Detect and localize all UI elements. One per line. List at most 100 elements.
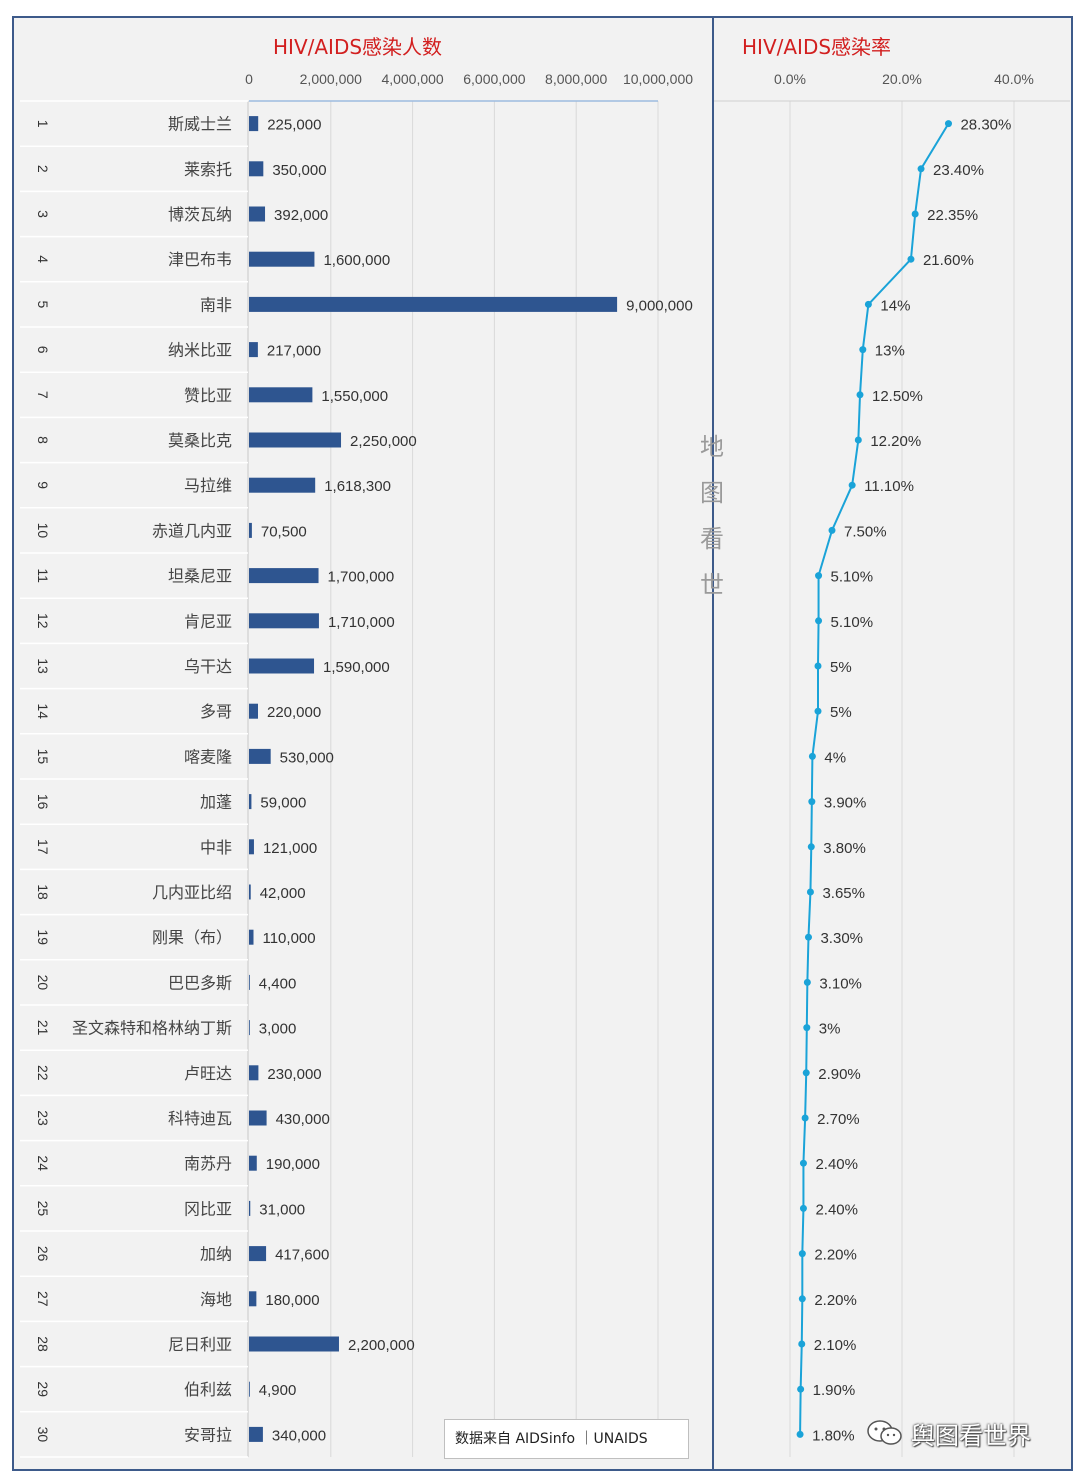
bar [249,1426,263,1442]
rate-data-label: 2.70% [817,1111,860,1128]
rank-label: 30 [35,1427,51,1443]
wechat-icon [867,1420,902,1445]
category-label: 赤道几内亚 [152,521,232,540]
rate-point [815,617,823,625]
rank-label: 17 [35,839,51,855]
bar-data-label: 417,600 [275,1247,329,1264]
rank-label: 11 [35,568,51,583]
category-label: 乌干达 [184,657,232,676]
bar-data-label: 430,000 [276,1111,330,1128]
rate-point [848,481,856,489]
rank-label: 21 [35,1020,51,1036]
rate-data-label: 2.20% [814,1292,857,1309]
rate-data-label: 2.90% [818,1066,861,1083]
rank-label: 8 [35,436,51,444]
rate-point [803,1024,811,1032]
watermark-char: 世 [700,571,724,599]
rate-data-label: 3.90% [824,795,867,812]
bar-data-label: 110,000 [262,930,315,947]
rate-point [864,300,872,308]
rate-data-label: 5% [830,704,852,721]
rate-point [917,165,925,173]
category-label: 几内亚比绍 [152,883,232,902]
rate-point [808,752,816,760]
rate-data-label: 2.10% [814,1337,857,1354]
source-note: 数据来自 AIDSinfo ｜UNAIDS [444,1419,689,1459]
rate-data-label: 21.60% [923,252,974,269]
rank-label: 2 [35,165,51,173]
rank-label: 9 [35,481,51,489]
bar-data-label: 350,000 [272,162,326,179]
category-label: 尼日利亚 [168,1335,232,1354]
bar-data-label: 42,000 [260,885,306,902]
bar-data-label: 340,000 [272,1427,326,1444]
rank-label: 18 [35,884,51,900]
rate-data-label: 5.10% [831,614,874,631]
bar [249,1336,339,1352]
bar [249,613,319,629]
rate-point [815,572,823,580]
rate-data-label: 11.10% [864,478,914,495]
category-label: 坦桑尼亚 [168,567,232,586]
rate-point [796,1430,804,1438]
category-label: 加纳 [200,1245,232,1264]
rank-label: 27 [35,1291,51,1307]
rank-label: 4 [35,255,51,263]
rate-data-label: 3.80% [823,840,866,857]
bar-data-label: 230,000 [267,1066,321,1083]
bar-data-label: 4,900 [259,1382,297,1399]
rate-data-label: 7.50% [844,523,887,540]
category-label: 伯利兹 [184,1380,232,1399]
rate-point [797,1385,805,1393]
rate-point [854,436,862,444]
bar-data-label: 190,000 [266,1156,320,1173]
bar [249,748,271,764]
watermark-char: 看 [700,525,724,553]
bar [249,658,315,674]
category-label: 冈比亚 [184,1199,232,1218]
rate-point [803,978,811,986]
rank-label: 6 [35,346,51,354]
rate-point [798,1250,806,1258]
bar [249,522,252,538]
rank-label: 23 [35,1110,51,1126]
rate-point [907,255,915,263]
rate-data-label: 22.35% [927,207,978,224]
rank-label: 29 [35,1381,51,1397]
vertical-watermark: 地图看世 [697,424,727,608]
bar-data-label: 59,000 [260,795,306,812]
rate-data-label: 2.20% [814,1247,857,1264]
bar-x-tick-label: 2,000,000 [300,71,362,87]
watermark-char: 地 [700,433,724,461]
watermark-char: 图 [700,479,724,507]
bar [249,839,254,855]
panel-divider [712,16,714,1471]
bar [249,1200,251,1216]
category-label: 圣文森特和格林纳丁斯 [72,1019,232,1038]
rate-point [801,1114,809,1122]
bar [249,1110,267,1126]
bar [249,432,342,448]
bar [249,1291,257,1307]
category-label: 南非 [200,295,232,314]
rate-data-label: 28.30% [960,117,1011,134]
category-label: 海地 [200,1290,232,1309]
rate-data-label: 3% [819,1021,841,1038]
rank-label: 25 [35,1201,51,1217]
category-label: 加蓬 [200,793,232,812]
bar-data-label: 1,700,000 [328,569,395,586]
rank-label: 5 [35,301,51,309]
bar [249,974,250,990]
rate-data-label: 2.40% [815,1201,858,1218]
bar [249,342,258,358]
brand-watermark-text: 舆图看世界 [911,1421,1031,1450]
line-x-tick-label: 20.0% [882,71,922,87]
rank-label: 20 [35,975,51,991]
bar [249,1065,259,1081]
bar [249,884,251,900]
rate-data-label: 3.10% [819,975,862,992]
category-label: 莫桑比克 [168,431,232,450]
bar-data-label: 1,618,300 [324,478,391,495]
bar [249,1381,250,1397]
